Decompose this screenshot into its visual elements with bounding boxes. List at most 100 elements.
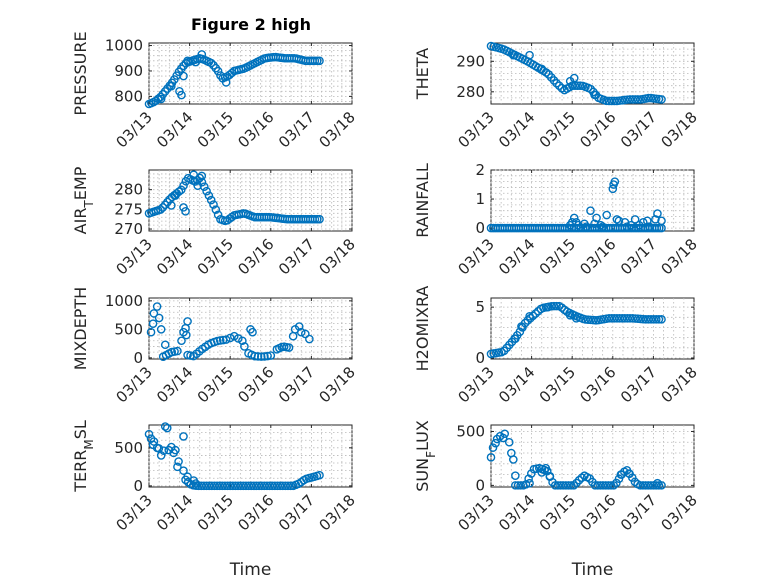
data-point: [645, 222, 654, 231]
data-point: [643, 216, 652, 226]
x-axis-label: Time: [229, 560, 272, 580]
data-point: [571, 314, 581, 323]
data-point: [596, 220, 605, 230]
data-point: [516, 481, 525, 490]
data-point: [179, 181, 188, 190]
data-point: [204, 191, 214, 200]
data-series: [486, 301, 666, 359]
data-point: [590, 481, 600, 490]
data-point: [305, 334, 314, 344]
data-series: [486, 177, 666, 233]
y-tick-label: 290: [456, 52, 485, 70]
data-point: [173, 462, 182, 472]
x-axis-label: Time: [571, 560, 614, 580]
data-point: [158, 203, 168, 212]
data-point: [612, 478, 621, 488]
data-point: [156, 205, 165, 214]
data-point: [213, 210, 223, 220]
data-point: [558, 481, 568, 490]
data-point: [616, 470, 626, 479]
data-point: [633, 95, 643, 104]
data-point: [206, 58, 216, 68]
data-point: [569, 481, 579, 490]
y-tick-label: 0: [475, 349, 485, 367]
data-point: [638, 217, 648, 227]
data-point: [545, 472, 555, 482]
data-point: [498, 433, 508, 443]
data-point: [189, 170, 198, 180]
data-point: [191, 479, 200, 488]
data-point: [176, 185, 186, 195]
data-point: [586, 206, 595, 215]
data-point: [296, 327, 306, 337]
data-point: [202, 186, 211, 196]
data-point: [630, 215, 640, 224]
data-point: [609, 96, 619, 106]
data-point: [598, 222, 607, 231]
data-point: [651, 315, 661, 324]
y-tick-label: 270: [114, 220, 143, 238]
data-point: [602, 210, 612, 220]
data-point: [657, 481, 666, 490]
data-point: [628, 314, 637, 323]
data-point: [167, 81, 176, 91]
data-point: [152, 443, 162, 453]
y-tick-label: 0: [133, 349, 143, 367]
data-point: [614, 474, 624, 484]
data-point: [183, 317, 192, 326]
data-point: [209, 200, 218, 209]
data-point: [598, 481, 608, 490]
y-axis-label: THETA: [413, 48, 432, 100]
data-point: [601, 481, 611, 490]
data-point: [160, 340, 170, 350]
data-series: [146, 302, 314, 362]
data-point: [561, 481, 571, 490]
data-point: [284, 343, 294, 352]
data-point: [152, 302, 162, 311]
data-point: [657, 95, 666, 104]
data-point: [556, 481, 565, 490]
data-point: [654, 315, 664, 324]
data-point: [286, 481, 295, 491]
y-tick-label: 275: [114, 200, 143, 218]
data-point: [250, 351, 260, 361]
data-point: [227, 68, 237, 78]
data-point: [517, 322, 526, 331]
data-point: [248, 327, 257, 337]
data-point: [537, 64, 547, 74]
data-point: [651, 215, 660, 224]
data-point: [549, 301, 559, 311]
data-point: [569, 73, 579, 83]
data-point: [527, 469, 536, 478]
data-point: [154, 313, 164, 323]
data-point: [315, 56, 324, 66]
y-tick-label: 280: [456, 83, 485, 101]
y-axis-label: AIRTEMP: [71, 166, 96, 234]
data-point: [511, 471, 520, 480]
y-tick-label: 1: [475, 190, 485, 208]
data-point: [657, 315, 666, 324]
data-point: [177, 336, 186, 346]
data-point: [523, 316, 533, 325]
data-point: [240, 342, 249, 351]
data-point: [492, 434, 502, 444]
data-point: [566, 481, 576, 490]
data-point: [182, 330, 191, 340]
data-point: [612, 215, 622, 224]
data-point: [179, 71, 188, 81]
data-point: [550, 481, 560, 490]
data-point: [183, 56, 192, 66]
data-point: [191, 57, 200, 67]
data-point: [592, 213, 601, 223]
data-series: [486, 41, 666, 106]
data-point: [221, 78, 231, 87]
data-point: [225, 333, 235, 343]
data-series: [486, 429, 666, 490]
data-point: [653, 478, 662, 488]
data-point: [604, 481, 613, 490]
data-point: [564, 481, 573, 490]
y-tick-label: 500: [456, 422, 485, 440]
y-tick-label: 280: [114, 181, 143, 199]
data-point: [626, 220, 636, 230]
